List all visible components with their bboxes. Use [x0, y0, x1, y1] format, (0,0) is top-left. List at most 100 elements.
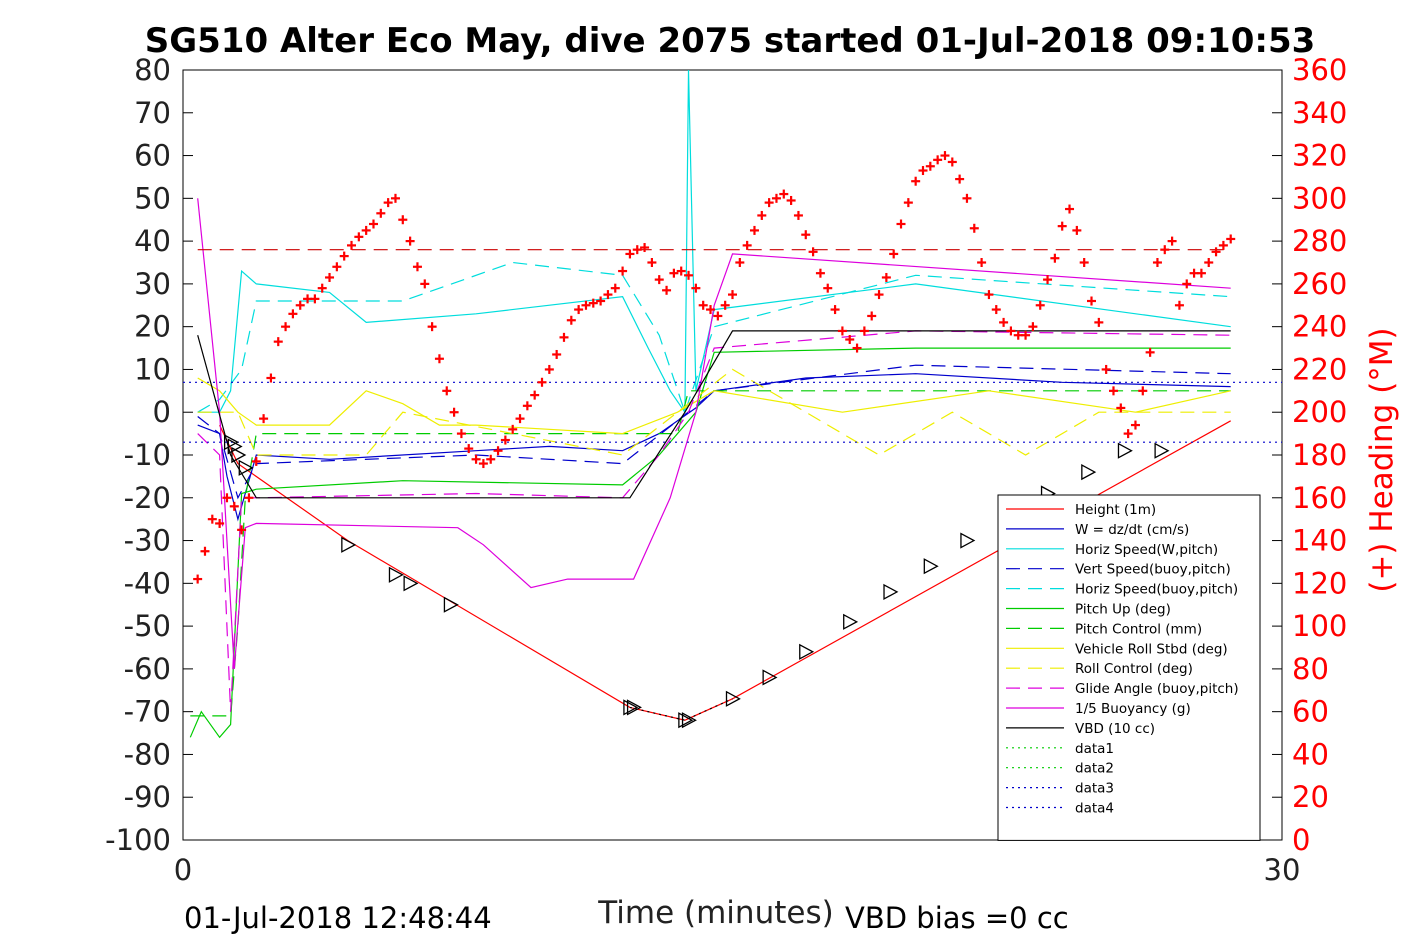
depth-marker: [238, 459, 254, 476]
heading-point: [852, 343, 862, 353]
heading-point: [859, 326, 869, 336]
axis-ticks: [182, 69, 1283, 841]
heading-point: [691, 283, 701, 293]
heading-point: [215, 518, 225, 528]
heading-point: [207, 514, 217, 524]
heading-point: [977, 258, 987, 267]
depth-marker: [681, 712, 697, 729]
legend-entry: Horiz Speed(buoy,pitch): [1075, 582, 1238, 598]
legend-entry: W = dz/dt (cm/s): [1075, 522, 1189, 538]
chart-title: SG510 Alter Eco May, dive 2075 started 0…: [145, 21, 1316, 61]
heading-point: [493, 446, 503, 456]
heading-point: [618, 266, 628, 276]
legend-entry: VBD (10 cc): [1075, 721, 1155, 737]
heading-point: [1138, 386, 1148, 396]
legend: Height (1m) W = dz/dt (cm/s) Horiz Speed(W…: [997, 494, 1261, 841]
x-axis-label: Time (minutes): [597, 895, 833, 931]
depth-marker: [678, 712, 694, 729]
y-tick-label-right: 220: [1292, 352, 1347, 386]
heading-point: [588, 298, 598, 308]
heading-point: [478, 459, 488, 469]
y-tick-label-right: 140: [1292, 524, 1347, 558]
y-tick-label-right: 260: [1292, 267, 1347, 301]
heading-point: [1035, 300, 1045, 310]
heading-point: [581, 300, 591, 310]
y-tick-label-right: 320: [1292, 139, 1347, 173]
y-tick-label-left: -70: [124, 695, 171, 729]
heading-point: [947, 157, 957, 167]
legend-entry: data1: [1075, 741, 1114, 757]
heading-point: [1087, 296, 1097, 306]
heading-point: [1226, 234, 1236, 244]
heading-point: [918, 166, 928, 176]
heading-point: [552, 349, 562, 359]
depth-marker: [403, 575, 419, 592]
depth-marker: [626, 699, 642, 716]
heading-point: [749, 225, 759, 235]
heading-point: [1006, 326, 1016, 336]
y-axis-right-label: (+) Heading (°M): [1364, 327, 1400, 592]
heading-point: [412, 262, 422, 272]
heading-point: [515, 414, 525, 424]
heading-point: [933, 155, 943, 165]
y-tick-label-right: 120: [1292, 566, 1347, 600]
heading-point: [1072, 225, 1082, 235]
heading-point: [537, 377, 547, 387]
heading-point: [625, 249, 635, 259]
heading-point: [647, 258, 657, 267]
heading-point: [757, 210, 767, 220]
heading-point: [603, 290, 613, 300]
heading-point: [823, 283, 833, 293]
heading-point: [325, 272, 335, 282]
heading-point: [845, 335, 855, 344]
heading-point: [940, 151, 950, 161]
heading-point: [669, 268, 679, 278]
y-tick-label-right: 340: [1292, 96, 1347, 130]
y-tick-label-right: 60: [1292, 695, 1329, 729]
heading-point: [962, 193, 972, 203]
heading-point: [903, 198, 913, 208]
heading-point: [471, 454, 481, 464]
heading-point: [764, 198, 774, 208]
y-tick-label-right: 200: [1292, 395, 1347, 429]
heading-point: [530, 390, 540, 400]
heading-point: [801, 230, 811, 240]
y-tick-label-left: 50: [134, 181, 171, 215]
depth-marker: [843, 613, 859, 630]
heading-point: [786, 195, 796, 205]
depth-marker: [341, 536, 357, 553]
legend-entry: Horiz Speed(W,pitch): [1075, 542, 1218, 558]
depth-marker: [960, 532, 976, 549]
legend-entry: Vert Speed(buoy,pitch): [1075, 562, 1231, 578]
y-tick-label-right: 100: [1292, 609, 1347, 643]
heading-point: [347, 240, 357, 250]
heading-point: [1028, 322, 1038, 332]
y-tick-label-left: -30: [124, 524, 171, 558]
heading-point: [456, 429, 466, 439]
heading-point: [771, 193, 781, 203]
heading-point: [383, 198, 393, 208]
heading-point: [222, 493, 232, 503]
heading-point: [1108, 386, 1118, 396]
heading-point: [339, 251, 349, 261]
heading-point: [640, 243, 650, 253]
y-tick-label-right: 180: [1292, 438, 1347, 472]
heading-point: [1152, 258, 1162, 267]
y-tick-label-right: 280: [1292, 224, 1347, 258]
y-tick-label-left: -50: [124, 609, 171, 643]
y-tick-label-left: -100: [105, 823, 171, 857]
heading-point: [830, 305, 840, 315]
x-axis-tick-labels: 0 30: [174, 853, 1301, 887]
y-tick-label-left: 0: [153, 395, 171, 429]
y-tick-label-right: 20: [1292, 780, 1329, 814]
y-tick-label-right: 40: [1292, 737, 1329, 771]
heading-point: [881, 272, 891, 282]
y-tick-label-left: -60: [124, 652, 171, 686]
legend-entry: data2: [1075, 761, 1114, 777]
y-tick-label-left: 80: [134, 53, 171, 87]
heading-point: [449, 407, 459, 417]
y-tick-label-right: 240: [1292, 310, 1347, 344]
heading-point: [288, 309, 298, 319]
heading-point: [610, 283, 620, 293]
heading-point: [632, 245, 642, 255]
